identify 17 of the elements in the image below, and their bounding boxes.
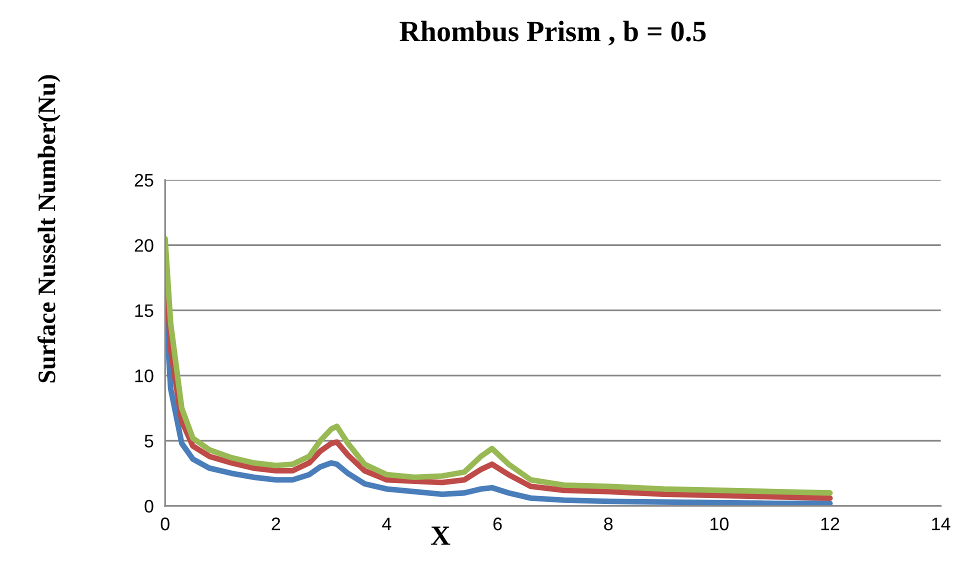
x-axis-title: X bbox=[430, 526, 450, 545]
x-tick-label: 6 bbox=[493, 518, 502, 530]
y-tick-label: 5 bbox=[144, 434, 154, 448]
x-tick-label: 12 bbox=[821, 518, 840, 530]
y-tick-label: 15 bbox=[135, 304, 154, 318]
y-tick-label: 0 bbox=[144, 500, 154, 513]
y-tick-label: 10 bbox=[135, 369, 154, 382]
x-tick-label: 0 bbox=[160, 518, 170, 530]
chart-title: Rhombus Prism , b = 0.5 bbox=[400, 20, 706, 46]
y-tick-label: 25 bbox=[134, 174, 154, 187]
x-tick-label: 14 bbox=[932, 518, 950, 530]
x-tick-label: 8 bbox=[604, 518, 613, 530]
y-axis-title: Surface Nusselt Number(Nu) bbox=[37, 75, 60, 382]
x-tick-label: 10 bbox=[710, 518, 729, 530]
x-tick-label: 2 bbox=[272, 518, 280, 530]
x-tick-label: 4 bbox=[382, 518, 392, 530]
y-tick-label: 20 bbox=[134, 239, 154, 252]
